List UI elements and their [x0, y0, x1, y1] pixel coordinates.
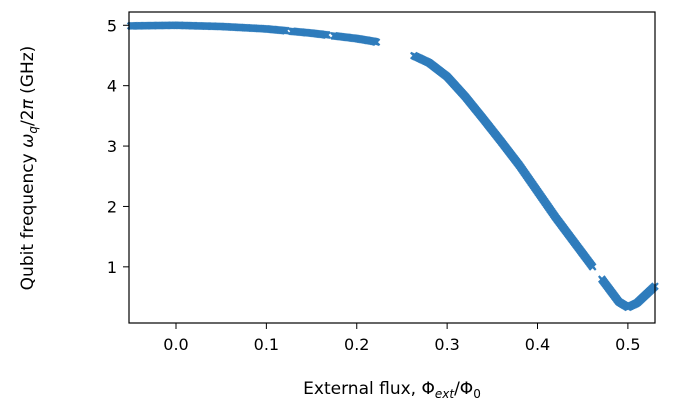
y-tick-label: 2 [107, 197, 117, 216]
data-points [126, 21, 659, 312]
data-point [588, 262, 597, 271]
x-tick-label: 0.5 [615, 335, 640, 354]
x-axis-ticks: 0.0 0.1 0.2 0.3 0.4 0.5 [163, 323, 641, 354]
y-tick-label: 1 [107, 258, 117, 277]
y-tick-label: 5 [107, 16, 117, 35]
data-point [372, 38, 381, 47]
plot-frame [128, 11, 656, 324]
x-tick-label: 0.2 [344, 335, 369, 354]
x-tick-label: 0.3 [434, 335, 459, 354]
data-point [323, 31, 331, 39]
x-tick-label: 0.0 [163, 335, 188, 354]
y-tick-label: 4 [107, 77, 117, 96]
y-axis-label: Qubit frequency ωq/2π (GHz) [18, 46, 40, 291]
data-point [281, 26, 290, 35]
y-axis-ticks: 1 2 3 4 5 [107, 16, 129, 277]
x-tick-label: 0.4 [525, 335, 550, 354]
x-tick-label: 0.1 [254, 335, 279, 354]
y-tick-label: 3 [107, 137, 117, 156]
x-axis-label: External flux, Φext/Φ0 [303, 379, 481, 400]
